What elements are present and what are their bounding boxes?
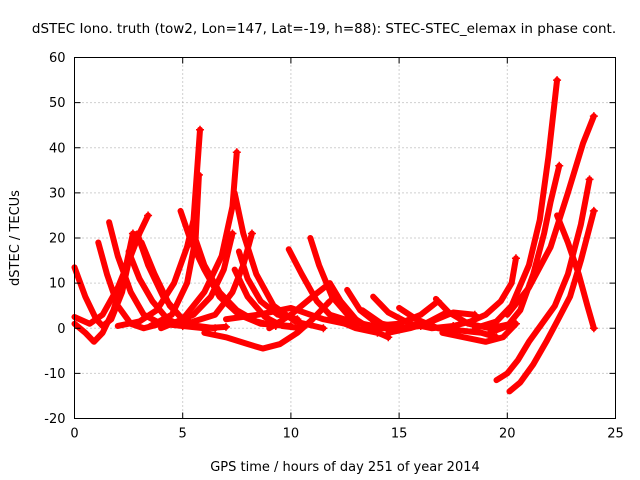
series-line bbox=[95, 239, 165, 332]
series-line bbox=[554, 212, 597, 332]
series-marker bbox=[232, 148, 241, 157]
series-line bbox=[326, 298, 442, 329]
series-group bbox=[71, 76, 598, 395]
series-marker bbox=[196, 125, 205, 134]
series-line bbox=[396, 304, 500, 341]
series-marker bbox=[589, 112, 598, 121]
series-marker bbox=[553, 76, 562, 85]
axis-ticks bbox=[74, 57, 616, 419]
y-tick-label: 30 bbox=[49, 186, 66, 201]
series-marker bbox=[144, 211, 153, 220]
y-tick-label: 20 bbox=[49, 232, 66, 247]
series-marker bbox=[511, 254, 520, 263]
x-tick-label: 5 bbox=[179, 427, 187, 442]
y-tick-label: 40 bbox=[49, 141, 66, 156]
series-marker bbox=[194, 170, 203, 179]
series-marker bbox=[247, 229, 256, 238]
y-tick-label: -10 bbox=[44, 367, 65, 382]
series-line bbox=[231, 189, 327, 332]
series-marker bbox=[319, 324, 328, 333]
series-line bbox=[114, 126, 204, 329]
chart-title: dSTEC Iono. truth (tow2, Lon=147, Lat=-1… bbox=[32, 21, 616, 37]
x-tick-label: 25 bbox=[607, 427, 624, 442]
series-line bbox=[385, 309, 478, 336]
series-line bbox=[493, 176, 593, 384]
series-marker bbox=[221, 322, 230, 331]
series-marker bbox=[585, 175, 594, 184]
grid-lines bbox=[74, 57, 616, 419]
y-tick-label: 50 bbox=[49, 96, 66, 111]
y-tick-label: -20 bbox=[44, 412, 65, 427]
series-line bbox=[471, 77, 561, 332]
series-marker bbox=[293, 315, 302, 324]
series-line bbox=[190, 230, 255, 325]
x-axis-label: GPS time / hours of day 251 of year 2014 bbox=[210, 460, 480, 475]
series-marker bbox=[228, 229, 237, 238]
series-line bbox=[439, 320, 519, 345]
series-marker bbox=[555, 161, 564, 170]
y-axis-label: dSTEC / TECUs bbox=[8, 190, 23, 286]
x-tick-label: 0 bbox=[70, 427, 78, 442]
x-tick-label: 10 bbox=[283, 427, 300, 442]
tick-labels: 0 5 10 15 20 25 -20 -10 0 10 20 30 40 50 60 bbox=[44, 51, 624, 442]
series-line bbox=[201, 298, 333, 352]
series-line bbox=[285, 246, 381, 336]
series-line bbox=[450, 255, 519, 329]
series-line bbox=[138, 239, 229, 332]
y-tick-label: 60 bbox=[49, 51, 66, 66]
x-tick-label: 20 bbox=[499, 427, 516, 442]
series-line bbox=[147, 171, 202, 329]
series-line bbox=[231, 266, 305, 332]
y-tick-label: 0 bbox=[57, 322, 65, 337]
series-marker bbox=[511, 319, 520, 328]
series-line bbox=[222, 304, 359, 329]
x-tick-label: 15 bbox=[391, 427, 408, 442]
series-marker bbox=[589, 206, 598, 215]
y-tick-label: 10 bbox=[49, 277, 66, 292]
series-marker bbox=[589, 324, 598, 333]
